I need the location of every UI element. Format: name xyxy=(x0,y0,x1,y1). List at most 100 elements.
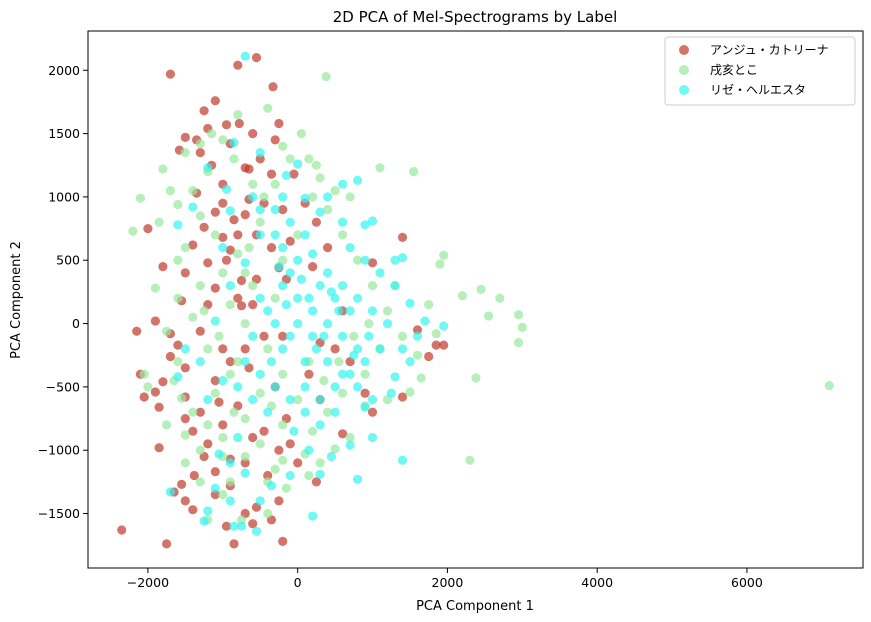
data-point-series-2 xyxy=(225,206,235,216)
data-point-series-2 xyxy=(248,331,258,341)
data-point-series-2 xyxy=(229,521,239,531)
data-point-series-0 xyxy=(266,243,277,253)
data-point-series-2 xyxy=(439,321,449,331)
data-point-series-1 xyxy=(308,426,318,436)
data-point-series-1 xyxy=(233,110,243,120)
legend-box xyxy=(664,36,856,106)
data-point-series-1 xyxy=(195,211,205,221)
data-point-series-0 xyxy=(177,479,187,489)
data-point-series-2 xyxy=(345,440,355,450)
data-point-series-1 xyxy=(180,243,190,253)
data-point-series-1 xyxy=(293,395,303,405)
data-point-series-1 xyxy=(180,458,190,468)
y-tick-label: −1500 xyxy=(38,506,80,521)
data-point-series-1 xyxy=(180,148,190,158)
data-point-series-1 xyxy=(139,369,149,379)
x-axis: −2000 0 2000 4000 6000 xyxy=(127,568,763,590)
data-point-series-1 xyxy=(278,369,288,379)
data-point-series-1 xyxy=(278,455,288,465)
data-point-series-1 xyxy=(304,470,314,481)
data-point-series-0 xyxy=(154,443,164,453)
data-point-series-2 xyxy=(360,402,370,412)
data-point-series-1 xyxy=(364,319,374,329)
data-point-series-0 xyxy=(139,392,149,402)
data-point-series-2 xyxy=(225,458,235,468)
data-point-series-0 xyxy=(397,392,408,402)
data-point-series-0 xyxy=(154,402,164,412)
data-point-series-2 xyxy=(330,407,340,417)
data-point-series-2 xyxy=(338,281,348,291)
data-point-series-1 xyxy=(285,154,295,164)
data-point-series-0 xyxy=(274,445,284,455)
data-point-series-1 xyxy=(270,179,280,189)
data-point-series-0 xyxy=(304,369,314,379)
data-point-series-1 xyxy=(244,243,254,253)
data-point-series-1 xyxy=(471,373,481,383)
data-point-series-2 xyxy=(334,306,344,316)
data-point-series-2 xyxy=(360,220,370,230)
data-point-series-0 xyxy=(218,198,228,208)
data-point-series-0 xyxy=(289,169,299,179)
data-point-series-2 xyxy=(326,287,336,297)
data-point-series-2 xyxy=(397,253,408,263)
data-point-series-0 xyxy=(248,300,258,310)
data-point-series-2 xyxy=(300,407,310,417)
data-point-series-1 xyxy=(405,387,415,397)
data-point-series-2 xyxy=(420,316,430,326)
data-point-series-0 xyxy=(165,69,175,79)
data-point-series-2 xyxy=(266,481,277,491)
data-point-series-2 xyxy=(233,382,243,392)
data-point-series-0 xyxy=(278,536,288,547)
data-point-series-0 xyxy=(150,316,160,326)
data-point-series-2 xyxy=(180,344,190,354)
data-point-series-2 xyxy=(285,217,295,227)
data-point-series-2 xyxy=(308,249,318,259)
data-point-series-0 xyxy=(165,351,175,362)
data-point-series-0 xyxy=(251,53,262,63)
legend-label-anju: アンジュ・カトリーナ xyxy=(710,43,829,57)
data-point-series-1 xyxy=(416,373,426,383)
data-point-series-2 xyxy=(270,230,280,240)
data-point-series-2 xyxy=(240,468,250,478)
data-point-series-1 xyxy=(397,331,408,341)
data-point-series-0 xyxy=(173,340,183,350)
data-point-series-1 xyxy=(154,217,164,227)
legend-marker-lize xyxy=(679,85,689,95)
data-point-series-1 xyxy=(240,319,250,329)
data-point-series-2 xyxy=(319,331,329,341)
data-point-series-0 xyxy=(143,224,153,234)
data-point-series-0 xyxy=(180,363,190,373)
y-tick-label: 1000 xyxy=(48,189,80,204)
legend-label-inui: 戌亥とこ xyxy=(710,63,758,77)
data-point-series-1 xyxy=(435,259,445,269)
data-point-series-2 xyxy=(296,274,306,284)
data-point-series-1 xyxy=(338,388,348,398)
data-point-series-0 xyxy=(158,377,168,387)
data-point-series-0 xyxy=(274,118,284,129)
data-point-series-0 xyxy=(180,132,190,142)
data-point-series-1 xyxy=(195,445,205,455)
data-point-series-1 xyxy=(236,515,247,525)
data-point-series-2 xyxy=(214,449,224,459)
data-point-series-1 xyxy=(315,173,325,183)
data-point-series-0 xyxy=(210,467,220,477)
data-point-series-0 xyxy=(240,458,250,468)
data-point-series-2 xyxy=(165,487,175,497)
data-point-series-1 xyxy=(173,357,183,367)
data-point-series-0 xyxy=(360,388,370,398)
data-point-series-1 xyxy=(263,103,273,113)
data-point-series-2 xyxy=(285,395,295,405)
data-point-series-2 xyxy=(203,506,213,516)
data-point-series-1 xyxy=(304,154,314,164)
data-point-series-1 xyxy=(353,255,363,265)
data-point-series-2 xyxy=(221,184,232,194)
data-point-series-2 xyxy=(360,255,370,265)
data-point-series-2 xyxy=(405,357,415,367)
data-point-series-0 xyxy=(424,351,434,362)
data-point-series-2 xyxy=(218,243,228,253)
data-point-series-1 xyxy=(255,388,265,398)
data-point-series-1 xyxy=(203,420,213,430)
data-point-series-0 xyxy=(311,217,321,227)
data-point-series-2 xyxy=(263,306,273,316)
data-point-series-2 xyxy=(412,331,423,341)
